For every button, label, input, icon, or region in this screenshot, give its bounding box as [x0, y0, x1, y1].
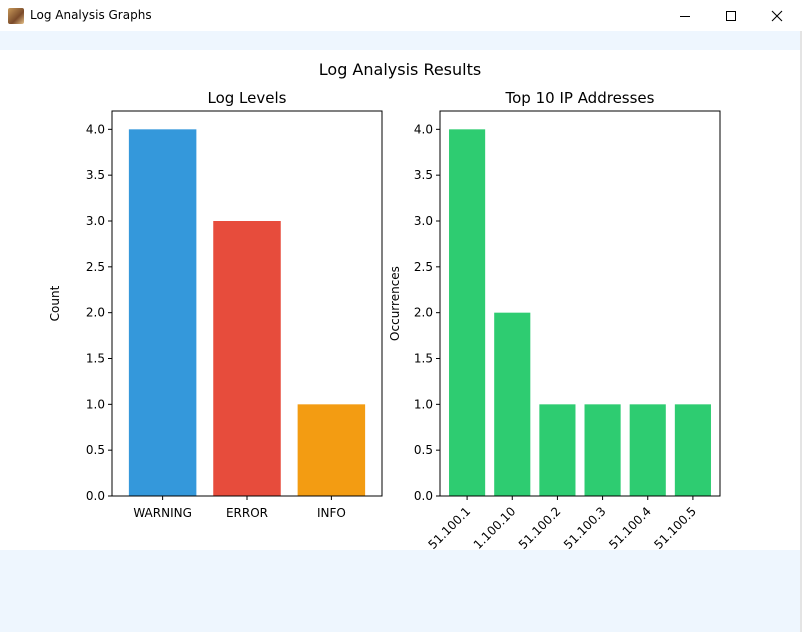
y-tick-label: 0.0 [414, 489, 433, 503]
y-tick-label: 3.5 [86, 168, 105, 182]
x-tick-label: 51.100.5 [651, 504, 699, 550]
x-tick-label: 1.100.10 [471, 504, 519, 550]
chart-bar [629, 404, 666, 496]
maximize-icon [726, 10, 736, 21]
y-tick-label: 1.0 [414, 397, 433, 411]
x-tick-label: 51.100.4 [606, 504, 654, 550]
chart-title: Top 10 IP Addresses [505, 89, 655, 107]
y-tick-label: 3.5 [414, 168, 433, 182]
x-tick-label: 51.100.2 [516, 504, 564, 550]
x-tick-label: INFO [317, 506, 346, 520]
y-tick-label: 2.0 [86, 306, 105, 320]
x-tick-label: WARNING [133, 506, 192, 520]
chart-ylabel: Count [48, 285, 62, 321]
chart-bar [539, 404, 576, 496]
y-tick-label: 2.5 [86, 260, 105, 274]
minimize-button[interactable] [662, 0, 708, 31]
y-tick-label: 0.0 [86, 489, 105, 503]
y-tick-label: 1.5 [414, 352, 433, 366]
y-tick-label: 1.0 [86, 397, 105, 411]
close-button[interactable] [754, 0, 800, 31]
y-tick-label: 0.5 [414, 443, 433, 457]
close-icon [771, 10, 783, 21]
x-tick-label: 51.100.3 [561, 504, 609, 550]
chart-bar [297, 404, 366, 496]
y-tick-label: 1.5 [86, 352, 105, 366]
x-tick-label: 51.100.1 [426, 504, 474, 550]
window-edge [800, 31, 802, 632]
minimize-icon [680, 15, 690, 17]
x-tick-label: ERROR [226, 506, 268, 520]
chart-bar [128, 129, 197, 496]
window-title: Log Analysis Graphs [30, 8, 152, 22]
chart-bar [213, 221, 281, 496]
status-band [0, 550, 802, 632]
chart-bar [494, 312, 531, 496]
title-bar[interactable]: Log Analysis Graphs [0, 0, 802, 31]
figure-svg: Log Analysis Results 0.0 0.5 1.0 1.5 2.0 2.5 3… [48, 60, 721, 552]
figure-canvas: Log Analysis Results 0.0 0.5 1.0 1.5 2.0 2.5 3… [0, 50, 800, 554]
chart-axes-frame [439, 110, 721, 497]
chart-bar [674, 404, 711, 496]
y-tick-label: 4.0 [414, 122, 433, 136]
y-tick-label: 2.5 [414, 260, 433, 274]
chart-title: Log Levels [208, 89, 287, 107]
chart-bar [449, 129, 486, 496]
app-photo-icon [8, 8, 24, 24]
y-tick-label: 3.0 [414, 214, 433, 228]
y-tick-label: 2.0 [414, 306, 433, 320]
y-tick-label: 0.5 [86, 443, 105, 457]
chart-ylabel: Occurrences [388, 266, 402, 341]
chart-bar [584, 404, 621, 496]
figure-suptitle: Log Analysis Results [319, 60, 481, 79]
toolbar-band [0, 31, 802, 50]
y-tick-label: 4.0 [86, 122, 105, 136]
y-tick-label: 3.0 [86, 214, 105, 228]
maximize-button[interactable] [708, 0, 754, 31]
